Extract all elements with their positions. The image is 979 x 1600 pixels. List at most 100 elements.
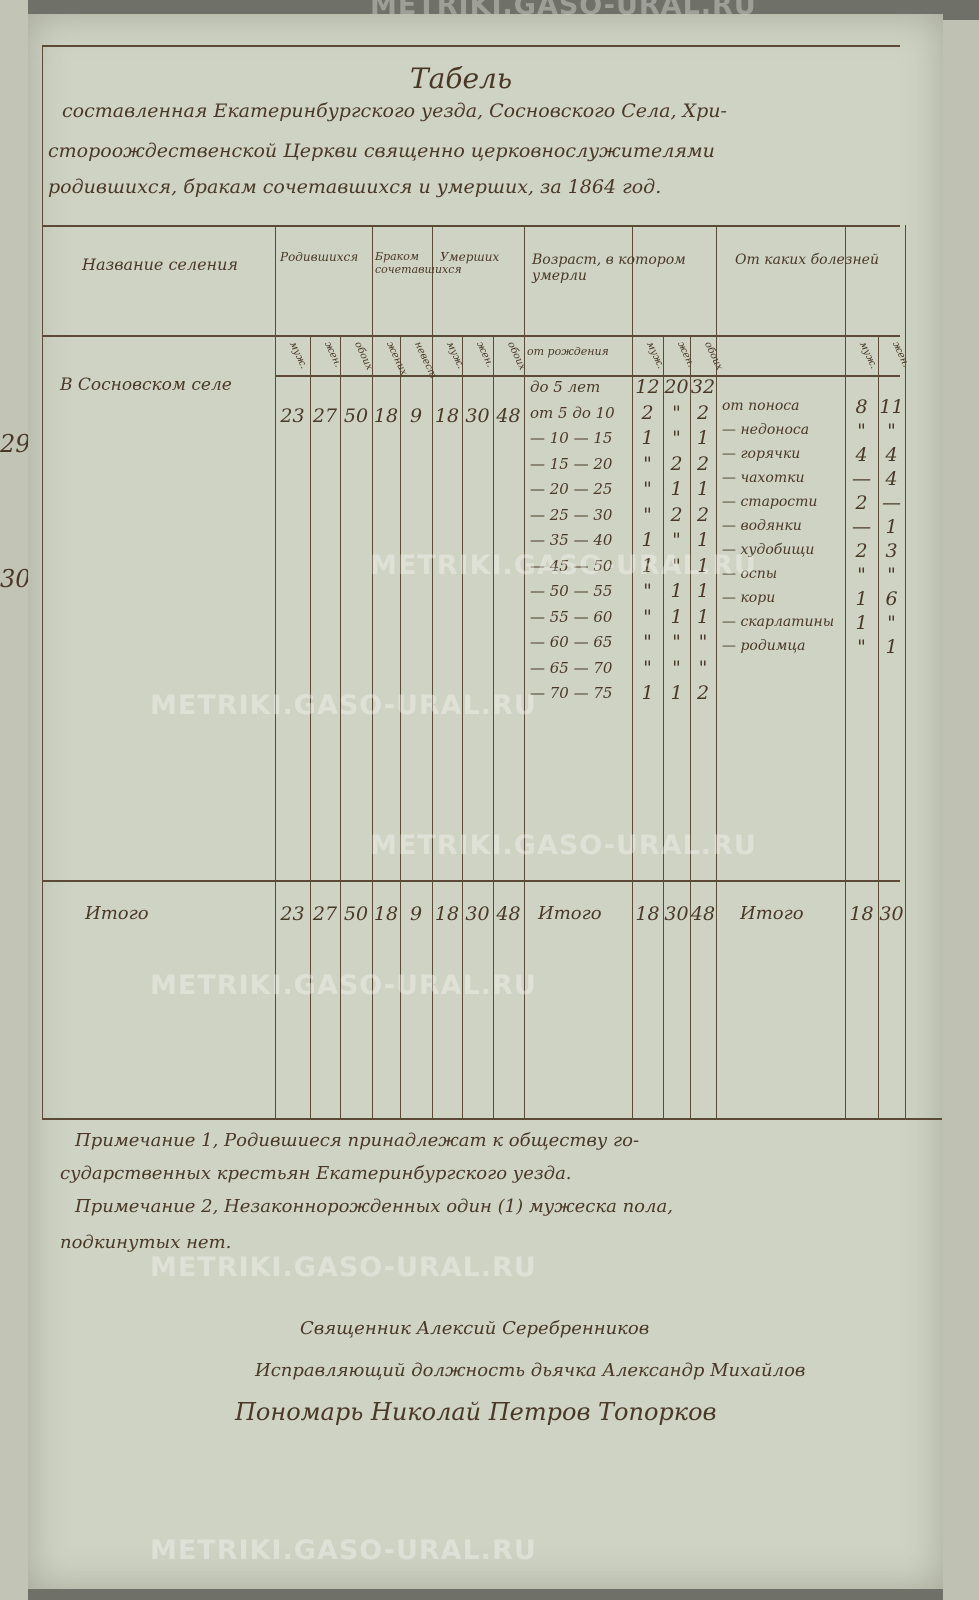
header-born: Родившихся — [280, 250, 359, 264]
disease-female: 1 — [885, 636, 898, 658]
age-total-value: 48 — [690, 903, 716, 925]
total-value: 50 — [343, 903, 369, 925]
header-died: Умерших — [440, 250, 500, 264]
disease-name: — скарлатины — [722, 614, 835, 630]
watermark: METRIKI.GASO-URAL.RU — [370, 550, 757, 581]
age-both: 2 — [696, 503, 710, 526]
age-from-birth-label: от рождения — [527, 345, 609, 358]
rule-horizontal — [42, 880, 900, 882]
total-value: 18 — [434, 903, 460, 925]
age-female: 1 — [670, 580, 683, 602]
place-value: 9 — [409, 405, 423, 427]
total-value: 30 — [465, 903, 490, 925]
age-range: — 10 — 15 — [530, 429, 613, 447]
adjacent-page-right — [943, 20, 979, 1600]
disease-name: — кори — [722, 590, 776, 606]
disease-name: — оспы — [722, 566, 778, 582]
age-range: — 20 — 25 — [530, 480, 613, 498]
disease-male: " — [857, 564, 866, 586]
subtitle-line: стороождественской Церкви священно церко… — [48, 140, 715, 162]
rule-horizontal — [42, 1118, 942, 1120]
rule-vertical — [372, 225, 374, 1118]
age-range: до 5 лет — [530, 378, 601, 396]
age-range: — 35 — 40 — [530, 531, 613, 549]
document-page — [28, 14, 943, 1589]
disease-name: от поноса — [722, 398, 800, 414]
age-male: " — [643, 580, 652, 602]
disease-male: 1 — [855, 588, 868, 610]
disease-female: 3 — [885, 540, 898, 562]
total-value: 23 — [280, 903, 305, 925]
place-value: 18 — [373, 405, 399, 427]
age-range: от 5 до 10 — [530, 403, 615, 422]
disease-male: " — [857, 636, 866, 658]
disease-totals-label: Итого — [740, 903, 804, 924]
disease-female: " — [887, 612, 896, 634]
disease-male: — — [852, 516, 871, 538]
age-female: 1 — [670, 682, 683, 704]
age-female: 1 — [670, 605, 683, 628]
rule-vertical — [845, 225, 847, 1118]
disease-name: — чахотки — [722, 470, 805, 486]
disease-total-value: 18 — [849, 903, 874, 925]
age-both: 1 — [696, 427, 710, 449]
age-total-value: 30 — [664, 903, 689, 925]
rule-vertical — [716, 225, 718, 1118]
signature-priest: Священник Алексий Серебренников — [300, 1318, 650, 1339]
place-value: 48 — [496, 405, 521, 427]
watermark: METRIKI.GASO-URAL.RU — [150, 970, 537, 1001]
age-range: — 50 — 55 — [530, 582, 613, 600]
total-value: 9 — [409, 903, 423, 925]
note-line: подкинутых нет. — [60, 1232, 232, 1253]
age-both: 1 — [696, 478, 710, 500]
rule-vertical — [493, 335, 495, 1118]
age-female: " — [672, 427, 681, 449]
disease-name: — родимца — [722, 638, 806, 654]
rule-horizontal — [42, 225, 900, 227]
age-male: " — [643, 656, 652, 679]
rule-vertical — [690, 335, 692, 1118]
rule-vertical — [310, 335, 312, 1118]
disease-male: " — [857, 420, 866, 442]
disease-total-value: 30 — [879, 903, 904, 925]
disease-name: — водянки — [722, 518, 802, 534]
age-both: 2 — [696, 682, 710, 704]
age-both: 2 — [696, 401, 710, 424]
margin-number: 29 — [0, 430, 31, 458]
disease-female: 6 — [885, 588, 898, 610]
watermark: METRIKI.GASO-URAL.RU — [150, 690, 537, 721]
age-total-value: 18 — [635, 903, 660, 925]
age-female: 2 — [670, 503, 683, 526]
document-title: Табель — [410, 62, 513, 95]
age-range: — 60 — 65 — [530, 633, 613, 651]
age-male: " — [643, 605, 652, 628]
disease-male: 2 — [855, 540, 868, 562]
age-male: 12 — [635, 376, 660, 398]
disease-female: 4 — [885, 468, 898, 490]
place-value: 23 — [280, 405, 305, 427]
age-female: 2 — [670, 452, 683, 475]
watermark: METRIKI.GASO-URAL.RU — [370, 830, 757, 861]
age-female: " — [672, 656, 681, 679]
note-line: Примечание 2, Незаконнорожденных один (1… — [75, 1196, 673, 1217]
rule-vertical — [524, 225, 526, 1118]
age-female: " — [672, 631, 681, 653]
disease-male: 4 — [855, 444, 868, 466]
header-married: Браком сочетавшихся — [375, 250, 462, 276]
rule-horizontal — [275, 375, 900, 377]
age-range: — 55 — 60 — [530, 607, 613, 626]
disease-male: 2 — [855, 492, 868, 514]
rule-horizontal — [42, 45, 900, 47]
disease-name: — недоноса — [722, 422, 810, 438]
age-male: 2 — [641, 401, 654, 424]
age-male: " — [643, 631, 652, 653]
disease-female: — — [882, 492, 901, 514]
rule-vertical — [878, 335, 880, 1118]
header-place: Название селения — [82, 255, 238, 274]
disease-male: 8 — [855, 396, 868, 418]
age-male: 1 — [641, 529, 654, 551]
age-range: — 65 — 70 — [530, 658, 613, 677]
age-totals-label: Итого — [538, 903, 602, 924]
age-male: 1 — [641, 427, 654, 449]
rule-vertical — [275, 225, 277, 1118]
